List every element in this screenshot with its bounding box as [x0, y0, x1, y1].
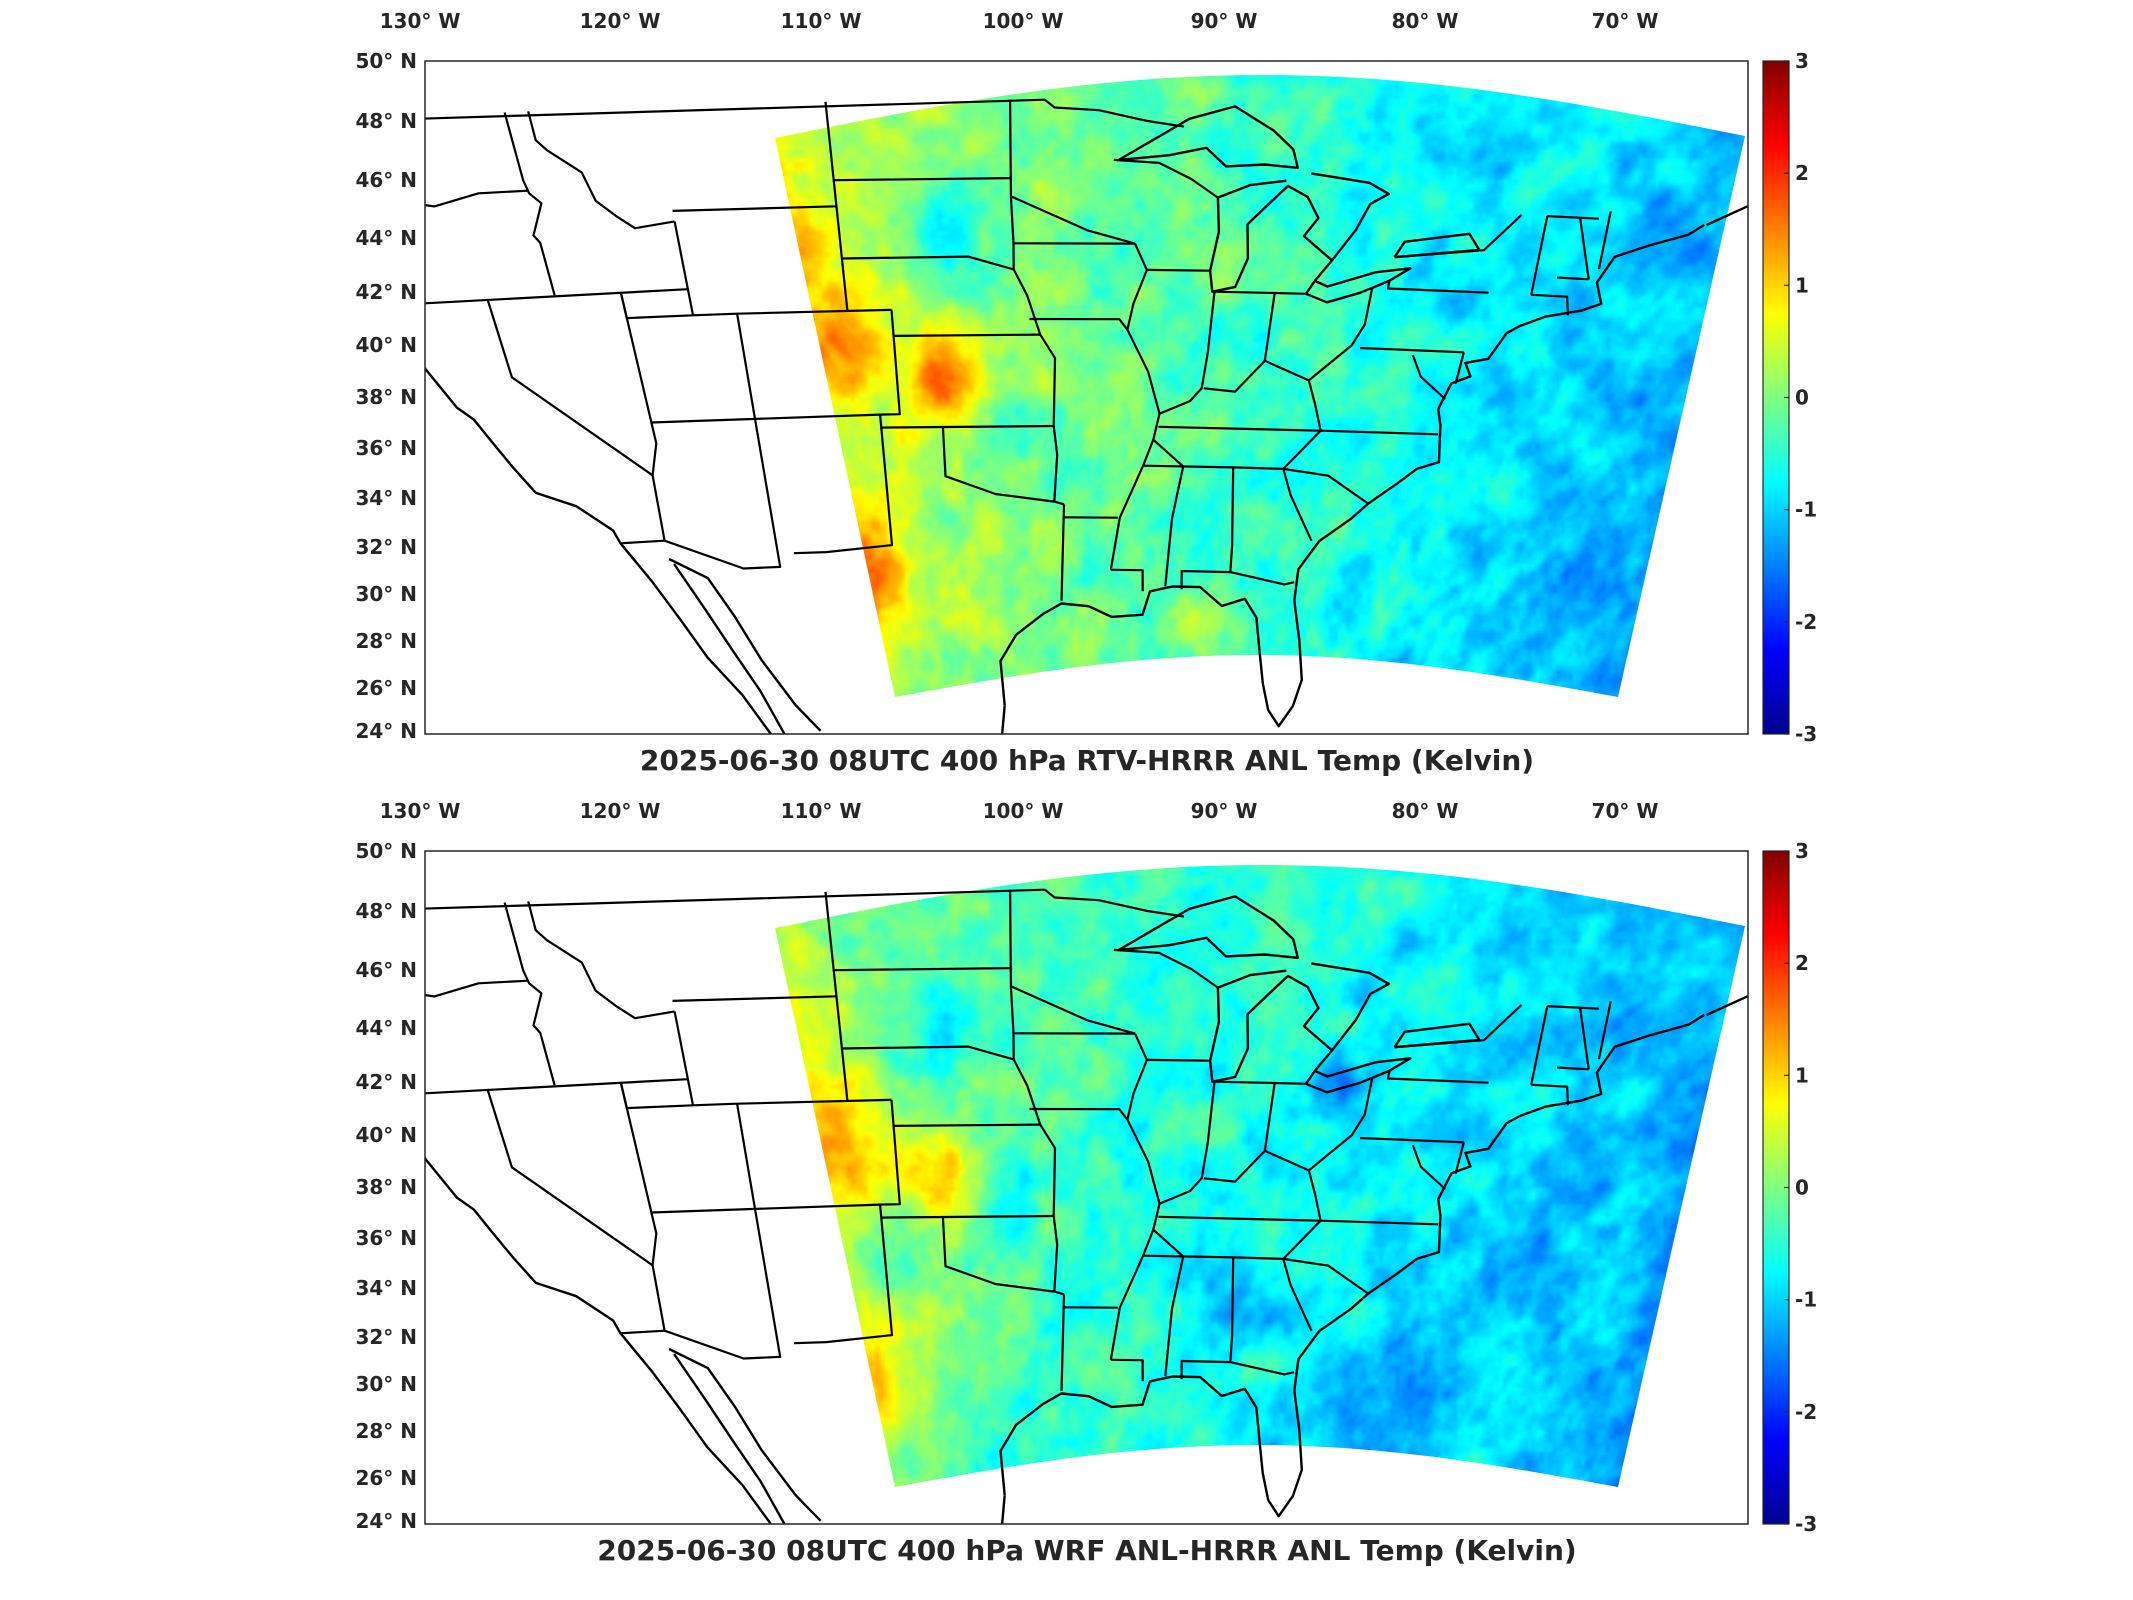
- lat-tick-label: 40° N: [355, 1123, 417, 1147]
- lon-tick-label: 70° W: [1592, 9, 1659, 33]
- lon-tick-label: 120° W: [580, 799, 661, 823]
- lon-tick-label: 110° W: [781, 9, 862, 33]
- lat-tick-label: 26° N: [355, 676, 417, 700]
- lat-tick-label: 38° N: [355, 385, 417, 409]
- panel-title: 2025-06-30 08UTC 400 hPa RTV-HRRR ANL Te…: [640, 744, 1534, 777]
- lon-tick-label: 90° W: [1191, 9, 1258, 33]
- lat-tick-label: 46° N: [355, 168, 417, 192]
- temperature-difference-field: [775, 75, 1745, 697]
- colorbar-tick-label: 2: [1795, 161, 1809, 185]
- lat-tick-label: 46° N: [355, 958, 417, 982]
- lat-tick-label: 50° N: [355, 839, 417, 863]
- lon-tick-label: 80° W: [1392, 799, 1459, 823]
- map-plot-area: [425, 851, 1748, 1524]
- colorbar-tick-label: 1: [1795, 1063, 1809, 1087]
- lat-tick-label: 48° N: [355, 899, 417, 923]
- axes-frame: [424, 850, 1749, 1525]
- lat-tick-label: 44° N: [355, 1016, 417, 1040]
- lon-tick-label: 130° W: [380, 799, 461, 823]
- lon-tick-label: 80° W: [1392, 9, 1459, 33]
- colorbar-tick-label: 1: [1795, 273, 1809, 297]
- lon-tick-label: 110° W: [781, 799, 862, 823]
- lat-tick-label: 50° N: [355, 49, 417, 73]
- map-svg: 130° W 120° W 110° W 100° W 90° W 80° W 70° W 5…: [355, 799, 1817, 1567]
- lat-tick-label: 48° N: [355, 109, 417, 133]
- lat-tick-label: 36° N: [355, 436, 417, 460]
- state-borders: [425, 98, 1612, 601]
- map-svg: 130° W 120° W 110° W 100° W 90° W 80° W 70° W 5…: [355, 9, 1817, 777]
- colorbar-tick-label: 2: [1795, 951, 1809, 975]
- lon-tick-label: 90° W: [1191, 799, 1258, 823]
- lat-tick-label: 24° N: [355, 1509, 417, 1533]
- state-borders: [425, 888, 1612, 1391]
- lat-tick-label: 30° N: [355, 1372, 417, 1396]
- lat-tick-label: 28° N: [355, 629, 417, 653]
- lat-tick-label: 36° N: [355, 1226, 417, 1250]
- lat-tick-label: 32° N: [355, 535, 417, 559]
- lat-tick-label: 44° N: [355, 226, 417, 250]
- lat-tick-label: 26° N: [355, 1466, 417, 1490]
- colorbar-tick-label: -3: [1795, 722, 1817, 746]
- lat-tick-label: 34° N: [355, 1276, 417, 1300]
- lat-tick-label: 24° N: [355, 719, 417, 743]
- lat-tick-label: 32° N: [355, 1325, 417, 1349]
- colorbar-tick-label: 0: [1795, 1176, 1809, 1200]
- axes-frame: [424, 60, 1749, 735]
- lon-tick-label: 70° W: [1592, 799, 1659, 823]
- coastlines: [425, 105, 1748, 734]
- map-panel-top: 130° W 120° W 110° W 100° W 90° W 80° W 70° W 5…: [355, 9, 1817, 777]
- lon-tick-label: 120° W: [580, 9, 661, 33]
- colorbar-tick-label: -2: [1795, 610, 1817, 634]
- lat-tick-label: 42° N: [355, 280, 417, 304]
- colorbar-tick-label: -3: [1795, 1512, 1817, 1536]
- lon-tick-label: 100° W: [983, 799, 1064, 823]
- map-plot-area: [425, 61, 1748, 734]
- colorbar-tick-label: -1: [1795, 1288, 1817, 1312]
- map-panel-bottom: 130° W 120° W 110° W 100° W 90° W 80° W 70° W 5…: [0, 790, 2133, 1590]
- temperature-difference-field: [775, 865, 1745, 1487]
- lat-tick-label: 34° N: [355, 486, 417, 510]
- colorbar-tick-label: 0: [1795, 386, 1809, 410]
- lat-tick-label: 30° N: [355, 582, 417, 606]
- panel-title: 2025-06-30 08UTC 400 hPa WRF ANL-HRRR AN…: [597, 1534, 1576, 1567]
- colorbar-tick-label: 3: [1795, 49, 1809, 73]
- lon-tick-label: 130° W: [380, 9, 461, 33]
- lat-tick-label: 42° N: [355, 1070, 417, 1094]
- colorbar-tick-label: -2: [1795, 1400, 1817, 1424]
- lat-tick-label: 38° N: [355, 1175, 417, 1199]
- lat-tick-label: 28° N: [355, 1419, 417, 1443]
- colorbar-tick-label: -1: [1795, 498, 1817, 522]
- lat-tick-label: 40° N: [355, 333, 417, 357]
- colorbar-tick-label: 3: [1795, 839, 1809, 863]
- lon-tick-label: 100° W: [983, 9, 1064, 33]
